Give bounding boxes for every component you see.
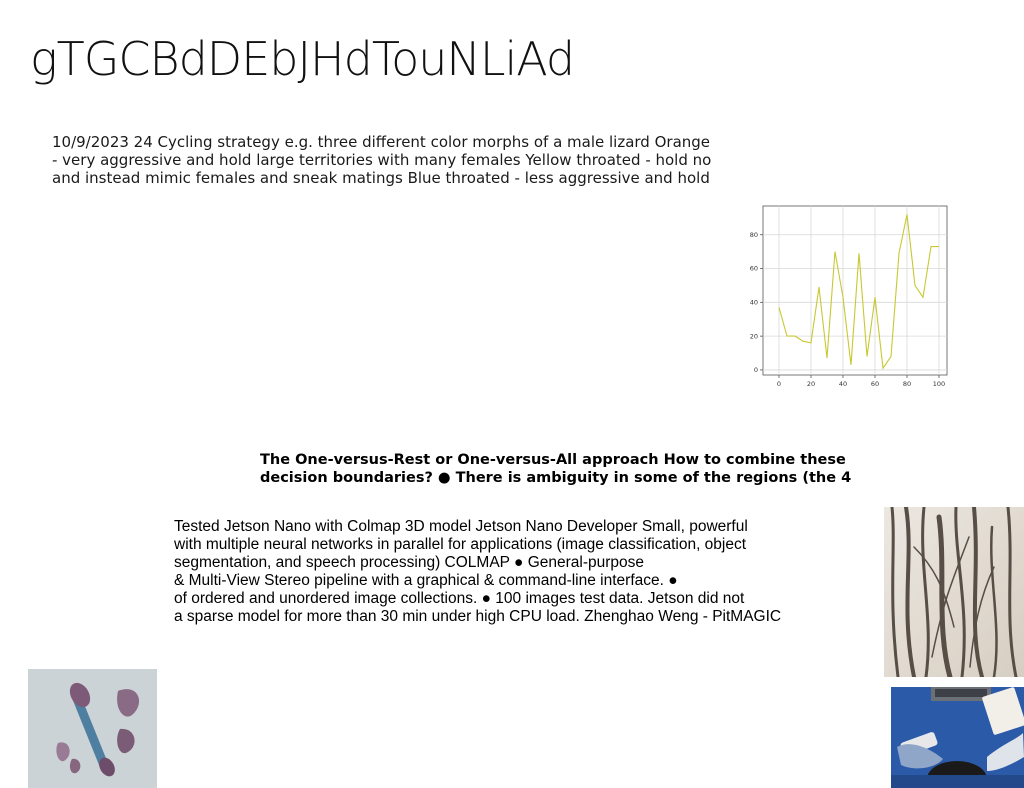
desk-laptop-photo (891, 687, 1024, 788)
x-tick-label: 0 (777, 380, 781, 388)
x-tick-label: 40 (839, 380, 847, 388)
text-line: Tested Jetson Nano with Colmap 3D model … (174, 518, 748, 535)
x-tick-label: 60 (871, 380, 879, 388)
text-line: and instead mimic females and sneak mati… (52, 169, 710, 187)
page-title: gTGCBdDEbJHdTouNLiAd (30, 32, 575, 86)
text-line: of ordered and unordered image collectio… (174, 590, 745, 607)
x-tick-label: 80 (903, 380, 911, 388)
text-block-jetson: Tested Jetson Nano with Colmap 3D model … (174, 518, 781, 626)
y-tick-label: 80 (750, 231, 758, 239)
text-line: 10/9/2023 24 Cycling strategy e.g. three… (52, 133, 711, 151)
plot-area (762, 205, 948, 376)
y-tick-label: 40 (750, 299, 758, 307)
line-chart: 0 20 40 60 80 100 0 20 40 60 80 (745, 200, 955, 392)
x-tick-label: 100 (933, 380, 945, 388)
text-block-lizard: 10/9/2023 24 Cycling strategy e.g. three… (52, 133, 712, 187)
y-tick-label: 20 (750, 332, 758, 340)
text-line: & Multi-View Stereo pipeline with a grap… (174, 572, 678, 589)
text-line: segmentation, and speech processing) COL… (174, 554, 645, 571)
series-line (778, 214, 939, 370)
branches-photo (884, 507, 1024, 677)
line-chart-svg: 0 20 40 60 80 100 0 20 40 60 80 (750, 205, 948, 388)
text-line: - very aggressive and hold large territo… (52, 151, 712, 169)
text-block-ovr: The One-versus-Rest or One-versus-All ap… (260, 451, 851, 487)
y-tick-label: 0 (754, 366, 758, 374)
jade-roller-photo (28, 669, 157, 788)
text-line: decision boundaries? ● There is ambiguit… (260, 470, 852, 486)
text-line: with multiple neural networks in paralle… (174, 536, 747, 553)
text-line: a sparse model for more than 30 min unde… (174, 608, 782, 625)
text-line: The One-versus-Rest or One-versus-All ap… (260, 452, 846, 468)
x-tick-label: 20 (807, 380, 815, 388)
y-tick-label: 60 (750, 265, 758, 273)
